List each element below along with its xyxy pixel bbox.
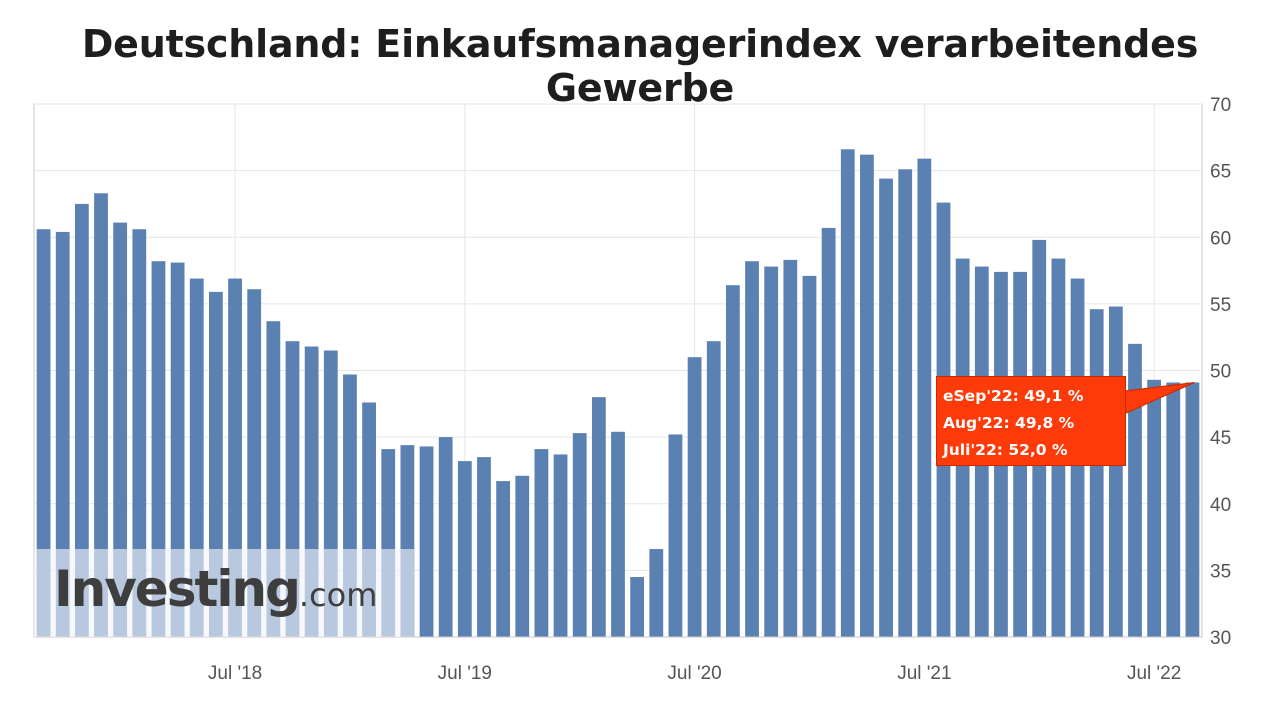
bar: [515, 475, 530, 637]
y-tick-label: 55: [1210, 295, 1231, 316]
watermark-band: [34, 549, 414, 637]
callout-line-aug: Aug'22: 49,8 %: [943, 414, 1075, 432]
y-tick-label: 65: [1210, 162, 1231, 183]
x-tick-label: Jul '22: [1127, 663, 1181, 684]
bar: [74, 203, 89, 637]
bar: [94, 193, 108, 637]
watermark-suffix: .com: [298, 576, 378, 614]
callout-line-sep: eSep'22: 49,1 %: [943, 387, 1084, 405]
y-tick-label: 45: [1210, 428, 1231, 449]
y-tick-label: 40: [1210, 495, 1231, 516]
latest-values-callout: eSep'22: 49,1 % Aug'22: 49,8 % Juli'22: …: [936, 376, 1126, 466]
bar: [1147, 379, 1162, 637]
bar: [553, 454, 568, 637]
bar: [457, 461, 472, 637]
bar: [725, 285, 740, 637]
bar: [706, 341, 721, 637]
bar: [783, 259, 798, 637]
bar: [151, 261, 166, 637]
bar: [898, 169, 913, 638]
bar: [113, 222, 128, 637]
bar: [611, 431, 625, 637]
bar: [170, 262, 185, 637]
bar: [228, 278, 242, 637]
bar: [132, 229, 147, 637]
y-tick-label: 70: [1210, 95, 1231, 116]
bar: [668, 434, 683, 637]
bar: [438, 437, 453, 637]
bar: [419, 446, 434, 637]
y-tick-label: 30: [1210, 628, 1231, 649]
bar: [1089, 309, 1104, 637]
bar: [55, 231, 70, 638]
bar: [687, 357, 702, 637]
bar: [534, 449, 549, 637]
x-tick-label: Jul '21: [897, 663, 951, 684]
bar: [1185, 382, 1200, 637]
bar: [630, 577, 645, 637]
bar: [591, 397, 606, 637]
bar: [36, 229, 51, 637]
bar: [879, 178, 893, 637]
watermark-brand: Investing: [54, 560, 301, 618]
x-tick-label: Jul '19: [438, 663, 492, 684]
bar: [821, 227, 836, 638]
bar: [745, 261, 759, 637]
bar: [572, 433, 587, 637]
y-tick-label: 60: [1210, 228, 1231, 249]
x-tick-label: Jul '20: [667, 663, 721, 684]
bar: [917, 158, 932, 637]
bar: [1108, 306, 1123, 637]
bar: [496, 481, 511, 637]
bar: [1166, 382, 1181, 637]
chart-title: Deutschland: Einkaufsmanagerindex verarb…: [81, 22, 1199, 110]
x-tick-label: Jul '18: [208, 663, 262, 684]
y-tick-label: 35: [1210, 561, 1231, 582]
bar: [477, 457, 491, 637]
bar: [764, 266, 779, 637]
bar: [802, 275, 817, 637]
bar: [840, 149, 855, 637]
y-tick-label: 50: [1210, 362, 1231, 383]
bar: [1128, 343, 1142, 637]
investing-watermark-logo: Investing.com: [54, 560, 377, 618]
bar: [189, 278, 204, 637]
callout-line-jul: Juli'22: 52,0 %: [943, 441, 1068, 459]
bar: [860, 154, 874, 637]
bar: [649, 549, 664, 637]
